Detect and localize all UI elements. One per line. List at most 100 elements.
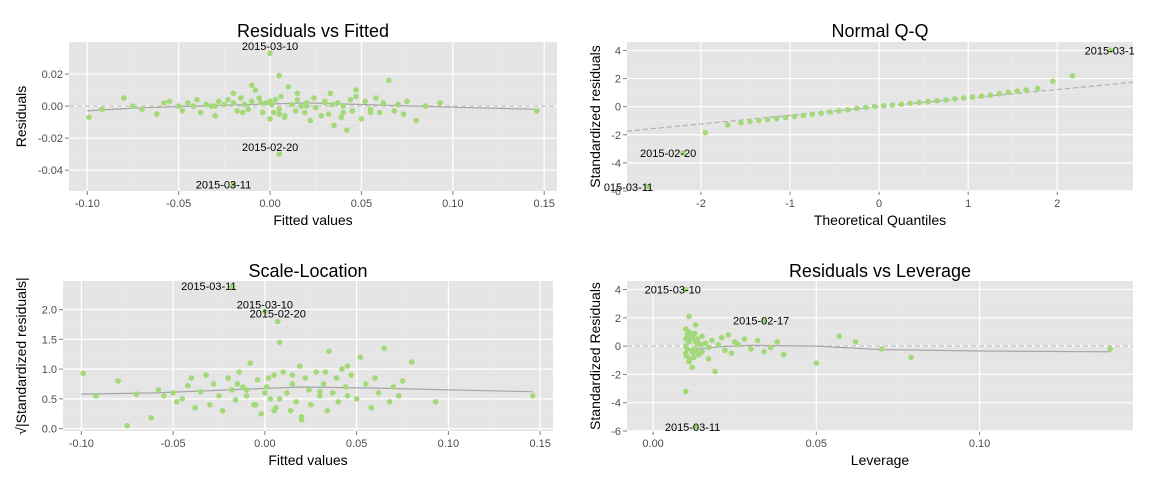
data-point (303, 103, 310, 109)
data-point (256, 95, 262, 101)
data-point (93, 393, 99, 399)
x-tick-label: 0.10 (438, 438, 459, 450)
data-point (276, 111, 282, 117)
data-point (216, 98, 222, 105)
y-tick-label: 2 (615, 74, 621, 86)
data-point (692, 330, 698, 337)
data-point (148, 415, 154, 421)
data-point (115, 378, 121, 384)
outlier-point (276, 151, 282, 157)
data-point (358, 116, 365, 122)
data-point (390, 384, 397, 390)
data-point (699, 333, 705, 339)
data-point (709, 337, 715, 344)
outlier-label: 2015-02-20 (250, 308, 306, 320)
data-point (780, 351, 787, 358)
x-tick-label: 0 (876, 198, 882, 210)
data-point (699, 348, 705, 355)
x-axis-label: Fitted values (268, 452, 347, 468)
data-point (380, 100, 387, 106)
data-point (221, 101, 228, 108)
data-point (284, 390, 290, 396)
data-point (836, 108, 842, 114)
data-point (306, 387, 312, 393)
data-point (197, 388, 204, 395)
outlier-point (682, 286, 689, 293)
data-point (854, 105, 860, 112)
outlier-label: 2015-02-20 (242, 142, 298, 154)
data-point (386, 77, 392, 84)
data-point (871, 103, 878, 110)
panel-background (63, 281, 553, 431)
data-point (907, 100, 914, 107)
data-point (254, 377, 261, 383)
data-point (247, 360, 253, 366)
data-point (353, 93, 359, 100)
data-point (773, 115, 780, 122)
data-point (340, 103, 346, 109)
data-point (258, 100, 264, 106)
data-point (889, 102, 896, 108)
data-point (437, 100, 443, 106)
data-point (692, 322, 699, 328)
x-tick-label: 2 (1054, 198, 1060, 210)
data-point (312, 104, 319, 111)
panel-rvl: 0.00 0.05 0.10 -6 -4 -2 0 2 4 2015-03-10 2015-02-1… (587, 261, 1133, 468)
data-point (326, 348, 332, 355)
data-point (298, 103, 304, 109)
x-tick-label: 0.15 (529, 438, 550, 450)
data-point (691, 354, 697, 361)
data-point (258, 410, 265, 417)
y-tick-label: -2 (611, 130, 621, 142)
panel-title: Scale-Location (248, 261, 367, 281)
data-point (347, 96, 354, 103)
outlier-point (644, 183, 651, 190)
outlier-point (692, 423, 699, 430)
data-point (278, 93, 284, 100)
data-point (372, 375, 378, 381)
y-tick-label: 1.5 (42, 334, 57, 346)
data-point (317, 393, 323, 399)
data-point (1014, 88, 1020, 94)
data-point (836, 333, 842, 339)
data-point (322, 100, 328, 106)
x-tick-label: 1 (965, 198, 971, 210)
data-point (735, 341, 741, 348)
data-point (712, 368, 718, 375)
data-point (320, 381, 327, 387)
y-tick-label: -2 (611, 369, 621, 381)
data-point (212, 112, 219, 119)
y-tick-label: 4 (615, 284, 621, 296)
outlier-label: 2015-03-11 (196, 180, 251, 192)
data-point (686, 356, 693, 362)
y-axis-label: √|Standardized residuals| (13, 277, 29, 434)
y-tick-label: 0.00 (42, 101, 63, 113)
data-point (252, 402, 259, 408)
y-axis-label: Standardized residuals (587, 45, 603, 187)
data-point (344, 363, 351, 369)
data-point (230, 100, 237, 106)
data-point (375, 390, 382, 396)
data-point (263, 384, 270, 390)
data-point (705, 344, 712, 351)
outlier-label: 015-03-11 (604, 182, 653, 194)
data-point (724, 122, 731, 128)
data-point (722, 347, 728, 354)
data-point (686, 313, 692, 320)
data-point (311, 95, 317, 101)
data-point (293, 399, 299, 405)
data-point (236, 369, 242, 375)
data-point (243, 393, 250, 399)
y-tick-label: 4 (615, 45, 621, 57)
data-point (124, 422, 131, 429)
data-point (287, 407, 294, 414)
outlier-label: 2015-03-10 (645, 284, 701, 296)
data-point (782, 114, 789, 121)
data-point (185, 100, 191, 106)
y-tick-label: 2 (615, 313, 621, 325)
data-point (121, 95, 127, 101)
data-point (307, 117, 314, 124)
x-tick-label: 0.10 (969, 438, 990, 450)
data-point (86, 114, 92, 121)
data-point (353, 87, 359, 93)
